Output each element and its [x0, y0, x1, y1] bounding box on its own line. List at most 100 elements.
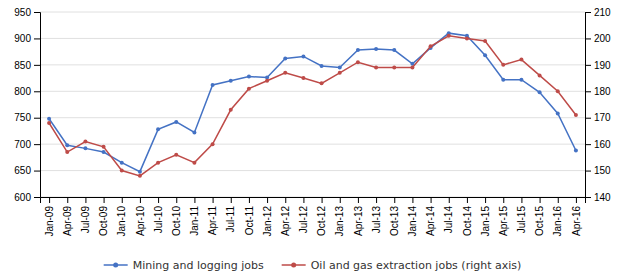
- tick: Jan-10: [116, 197, 127, 237]
- point: [65, 143, 69, 147]
- tick: 200: [585, 33, 611, 44]
- y-tick-label: 900: [14, 33, 31, 44]
- point: [447, 34, 451, 38]
- point: [47, 117, 51, 121]
- x-tick-label: Apr-11: [207, 206, 218, 236]
- tick-mark: [194, 197, 195, 203]
- point: [138, 174, 142, 178]
- tick-mark: [85, 197, 86, 203]
- tick: Jul-10: [153, 197, 164, 233]
- tick-mark: [34, 118, 40, 119]
- y-tick-label: 800: [14, 86, 31, 97]
- y-tick-label: 600: [14, 192, 31, 203]
- x-tick-label: Oct-09: [98, 206, 109, 236]
- y-tick-label: 850: [14, 60, 31, 71]
- point: [301, 76, 305, 80]
- tick-mark: [540, 197, 541, 203]
- tick: Apr-15: [498, 197, 509, 236]
- series: [47, 31, 578, 173]
- x-tick-label: Jan-16: [552, 206, 563, 237]
- point: [556, 111, 560, 115]
- point: [283, 71, 287, 75]
- tick-mark: [67, 197, 68, 203]
- tick: Jul-15: [516, 197, 527, 233]
- point: [283, 57, 287, 61]
- point: [174, 153, 178, 157]
- point: [538, 90, 542, 94]
- point: [374, 66, 378, 70]
- y2-tick-label: 150: [594, 165, 611, 176]
- x-tick-label: Jan-09: [44, 206, 55, 237]
- tick: Apr-11: [207, 197, 218, 235]
- tick: 160: [585, 139, 611, 150]
- legend-label: Mining and logging jobs: [133, 259, 264, 272]
- tick: 850: [14, 60, 40, 71]
- tick: Jan-14: [407, 197, 418, 237]
- axis-line: [34, 13, 41, 198]
- x-tick-label: Jan-12: [262, 206, 273, 237]
- x-tick-label: Jul-09: [80, 206, 91, 234]
- tick: 170: [585, 112, 611, 123]
- tick-mark: [49, 197, 50, 203]
- point: [501, 63, 505, 67]
- point: [229, 108, 233, 112]
- tick: 190: [585, 60, 611, 71]
- tick: 950: [14, 7, 40, 18]
- y-axis: 600650700750800850900950: [14, 7, 40, 203]
- tick-mark: [340, 197, 341, 203]
- point: [156, 161, 160, 165]
- x-tick-label: Jul-10: [153, 206, 164, 234]
- x-tick-label: Apr-13: [353, 206, 364, 236]
- tick-mark: [34, 38, 40, 39]
- series: [47, 34, 578, 178]
- grid-line: [40, 12, 585, 13]
- tick: Oct-15: [534, 197, 545, 236]
- point: [374, 47, 378, 51]
- point: [265, 79, 269, 83]
- x-tick-label: Jan-15: [480, 206, 491, 237]
- point: [211, 83, 215, 87]
- point: [338, 66, 342, 70]
- x-tick-label: Jul-12: [298, 206, 309, 234]
- point: [483, 39, 487, 43]
- grid-line: [40, 144, 585, 145]
- point: [519, 58, 523, 62]
- point: [519, 78, 523, 82]
- tick: Apr-12: [280, 197, 291, 236]
- tick: Oct-12: [316, 197, 327, 236]
- x-tick-label: Apr-10: [135, 206, 146, 236]
- y2-tick-label: 180: [594, 86, 611, 97]
- tick-mark: [576, 197, 577, 203]
- tick-mark: [34, 171, 40, 172]
- point: [47, 121, 51, 125]
- point: [465, 36, 469, 40]
- point: [102, 145, 106, 149]
- tick: Jan-11: [189, 197, 200, 236]
- tick-mark: [158, 197, 159, 203]
- tick: Jul-13: [371, 197, 382, 233]
- point: [538, 73, 542, 77]
- y-tick-label: 700: [14, 139, 31, 150]
- tick: Jul-09: [80, 197, 91, 233]
- tick-mark: [176, 197, 177, 203]
- point: [83, 146, 87, 150]
- tick: Apr-09: [62, 197, 73, 236]
- x-tick-label: Oct-10: [171, 206, 182, 236]
- tick: Jan-15: [480, 197, 491, 237]
- tick: 650: [14, 165, 40, 176]
- tick-mark: [122, 197, 123, 203]
- tick: 800: [14, 86, 40, 97]
- tick: 600: [14, 192, 40, 203]
- x-tick-label: Oct-13: [389, 206, 400, 236]
- tick: Oct-10: [171, 197, 182, 236]
- x-axis: Jan-09 Apr-09 Jul-09 Oct-09 Jan-10 Apr-10 Jul-…: [41, 197, 586, 237]
- point: [392, 66, 396, 70]
- point: [229, 79, 233, 83]
- tick: Jan-09: [44, 197, 55, 237]
- tick-mark: [412, 197, 413, 203]
- tick: Jul-12: [298, 197, 309, 233]
- grid-line: [40, 91, 585, 92]
- y-tick-label: 650: [14, 165, 31, 176]
- x-tick-label: Oct-15: [534, 206, 545, 236]
- tick-mark: [140, 197, 141, 203]
